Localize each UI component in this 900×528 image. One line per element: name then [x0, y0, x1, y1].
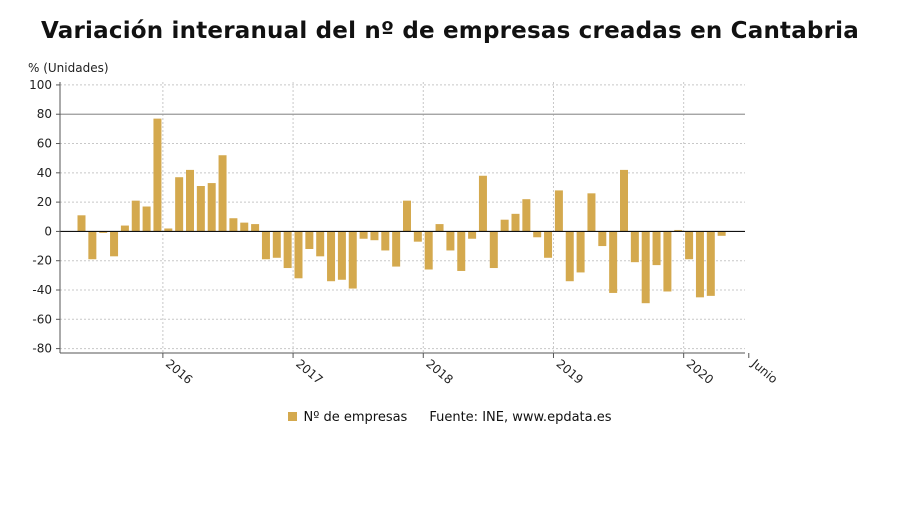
- y-tick-label: 40: [37, 166, 52, 180]
- bar: [110, 231, 119, 257]
- source-note: Fuente: INE, www.epdata.es: [429, 410, 612, 425]
- bar: [207, 183, 216, 232]
- bar: [261, 231, 270, 260]
- bar: [641, 231, 650, 304]
- bar: [381, 231, 390, 251]
- x-tick-label: Junio: [748, 356, 780, 386]
- legend-series-label: Nº de empresas: [303, 410, 408, 425]
- bar: [620, 169, 628, 232]
- bar: [565, 231, 574, 282]
- legend: Nº de empresas Fuente: INE, www.epdata.es: [0, 410, 900, 425]
- bar: [272, 231, 281, 258]
- y-tick-label: -40: [32, 283, 52, 297]
- y-tick-label: 100: [29, 78, 52, 92]
- bars: [77, 118, 726, 304]
- bar: [500, 219, 509, 232]
- y-tick-label: -20: [32, 254, 52, 268]
- bar: [153, 118, 162, 232]
- bar: [229, 218, 238, 232]
- bar: [305, 231, 314, 249]
- bar: [99, 231, 108, 233]
- bar: [522, 199, 531, 232]
- bar: [435, 224, 444, 232]
- bar: [359, 231, 368, 239]
- bar: [175, 177, 184, 232]
- bar: [609, 231, 618, 293]
- bar: [196, 186, 205, 232]
- bar: [489, 231, 498, 269]
- bar: [446, 231, 455, 251]
- bar: [294, 231, 303, 279]
- bar: [652, 231, 661, 266]
- bar: [370, 231, 379, 241]
- bar: [706, 231, 715, 296]
- y-tick-label: 0: [44, 224, 52, 238]
- bar: [674, 229, 683, 232]
- bar: [316, 231, 325, 257]
- bar: [533, 231, 542, 238]
- x-tick-label: 2019: [554, 357, 586, 387]
- bar: [240, 222, 249, 232]
- grid-lines: [60, 82, 745, 353]
- bar: [544, 231, 553, 258]
- bar: [424, 231, 433, 270]
- x-tick-label: 2018: [423, 357, 455, 387]
- bar: [327, 231, 336, 282]
- bar: [283, 231, 292, 269]
- bar: [695, 231, 704, 298]
- bar: [186, 169, 194, 232]
- bar: [457, 231, 466, 271]
- bar: [142, 206, 151, 232]
- bar: [598, 231, 607, 247]
- x-tick-label: 2017: [293, 357, 325, 387]
- y-tick-label: 80: [37, 107, 52, 121]
- bar: [251, 224, 260, 232]
- bar: [554, 190, 563, 232]
- y-tick-label: -80: [32, 342, 52, 356]
- bar: [403, 200, 411, 232]
- x-tick-label: 2016: [163, 357, 195, 387]
- y-tick-label: 60: [37, 137, 52, 151]
- bar: [663, 231, 672, 292]
- bar: [478, 175, 487, 232]
- bar: [337, 231, 346, 280]
- bar: [587, 193, 596, 232]
- bar: [576, 231, 585, 273]
- bar: [717, 231, 726, 236]
- bar: [120, 225, 129, 232]
- bar: [131, 200, 140, 232]
- bar: [685, 231, 694, 260]
- x-tick-label: 2020: [684, 357, 716, 387]
- bar: [348, 231, 357, 289]
- bar: [630, 231, 639, 263]
- bar: [511, 213, 520, 232]
- bar: [413, 231, 422, 242]
- y-tick-label: -60: [32, 312, 52, 326]
- bar: [77, 215, 86, 232]
- bar: [88, 231, 97, 260]
- chart-title: Variación interanual del nº de empresas …: [41, 18, 859, 44]
- bar: [218, 155, 227, 232]
- bar: [392, 231, 401, 267]
- legend-swatch: [288, 412, 298, 421]
- y-tick-label: 20: [37, 195, 52, 209]
- bar: [468, 231, 477, 239]
- bar: [164, 228, 173, 232]
- y-axis-label: % (Unidades): [28, 61, 109, 75]
